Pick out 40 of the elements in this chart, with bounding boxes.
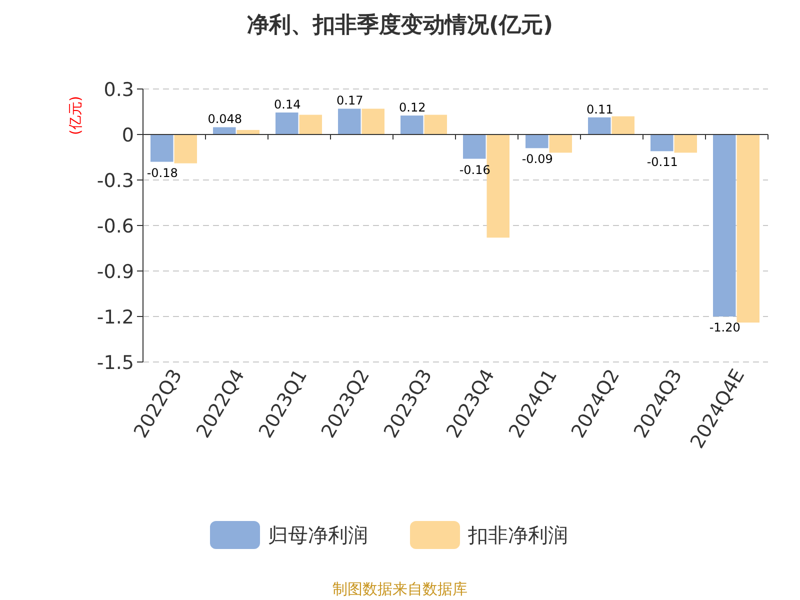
bar	[463, 134, 486, 159]
bar	[150, 134, 174, 162]
data-label: 0.14	[274, 98, 301, 112]
y-tick-label: 0	[122, 124, 134, 146]
data-label: 0.11	[586, 102, 614, 116]
bar	[588, 117, 611, 134]
bar	[650, 134, 674, 152]
bar	[362, 108, 384, 134]
data-label: -0.16	[459, 162, 490, 177]
y-tick-label: -0.3	[96, 170, 134, 192]
y-tick-label: 0.3	[104, 79, 134, 101]
data-label: -0.11	[646, 155, 678, 170]
y-axis-title: (亿元)	[68, 96, 84, 135]
y-tick-label: -1.2	[96, 306, 134, 328]
data-label: 0.12	[399, 100, 426, 115]
y-tick-label: -1.5	[96, 352, 134, 374]
bar	[612, 116, 634, 134]
data-label: -0.18	[146, 166, 178, 180]
bar	[526, 134, 548, 148]
bar	[736, 134, 760, 323]
bar	[400, 116, 424, 134]
bar	[713, 134, 736, 316]
bar	[338, 108, 361, 134]
legend-label: 扣非净利润	[467, 523, 568, 547]
data-label: 0.17	[336, 94, 364, 108]
bar	[674, 134, 697, 153]
bar	[213, 127, 236, 134]
data-label: 0.048	[208, 112, 242, 126]
bar	[424, 114, 447, 134]
bar	[174, 134, 197, 164]
data-label: -0.09	[522, 152, 553, 166]
y-tick-label: -0.6	[96, 216, 134, 238]
data-label: -1.20	[709, 320, 740, 334]
bar	[276, 112, 298, 134]
legend-label: 归母净利润	[268, 523, 368, 547]
y-tick-label: -0.9	[96, 261, 134, 283]
text: 制图数据来自数据库	[332, 580, 468, 598]
bar	[549, 134, 572, 153]
bar	[299, 114, 322, 134]
chart-title: 净利、扣非季度变动情况(亿元)	[246, 12, 554, 38]
